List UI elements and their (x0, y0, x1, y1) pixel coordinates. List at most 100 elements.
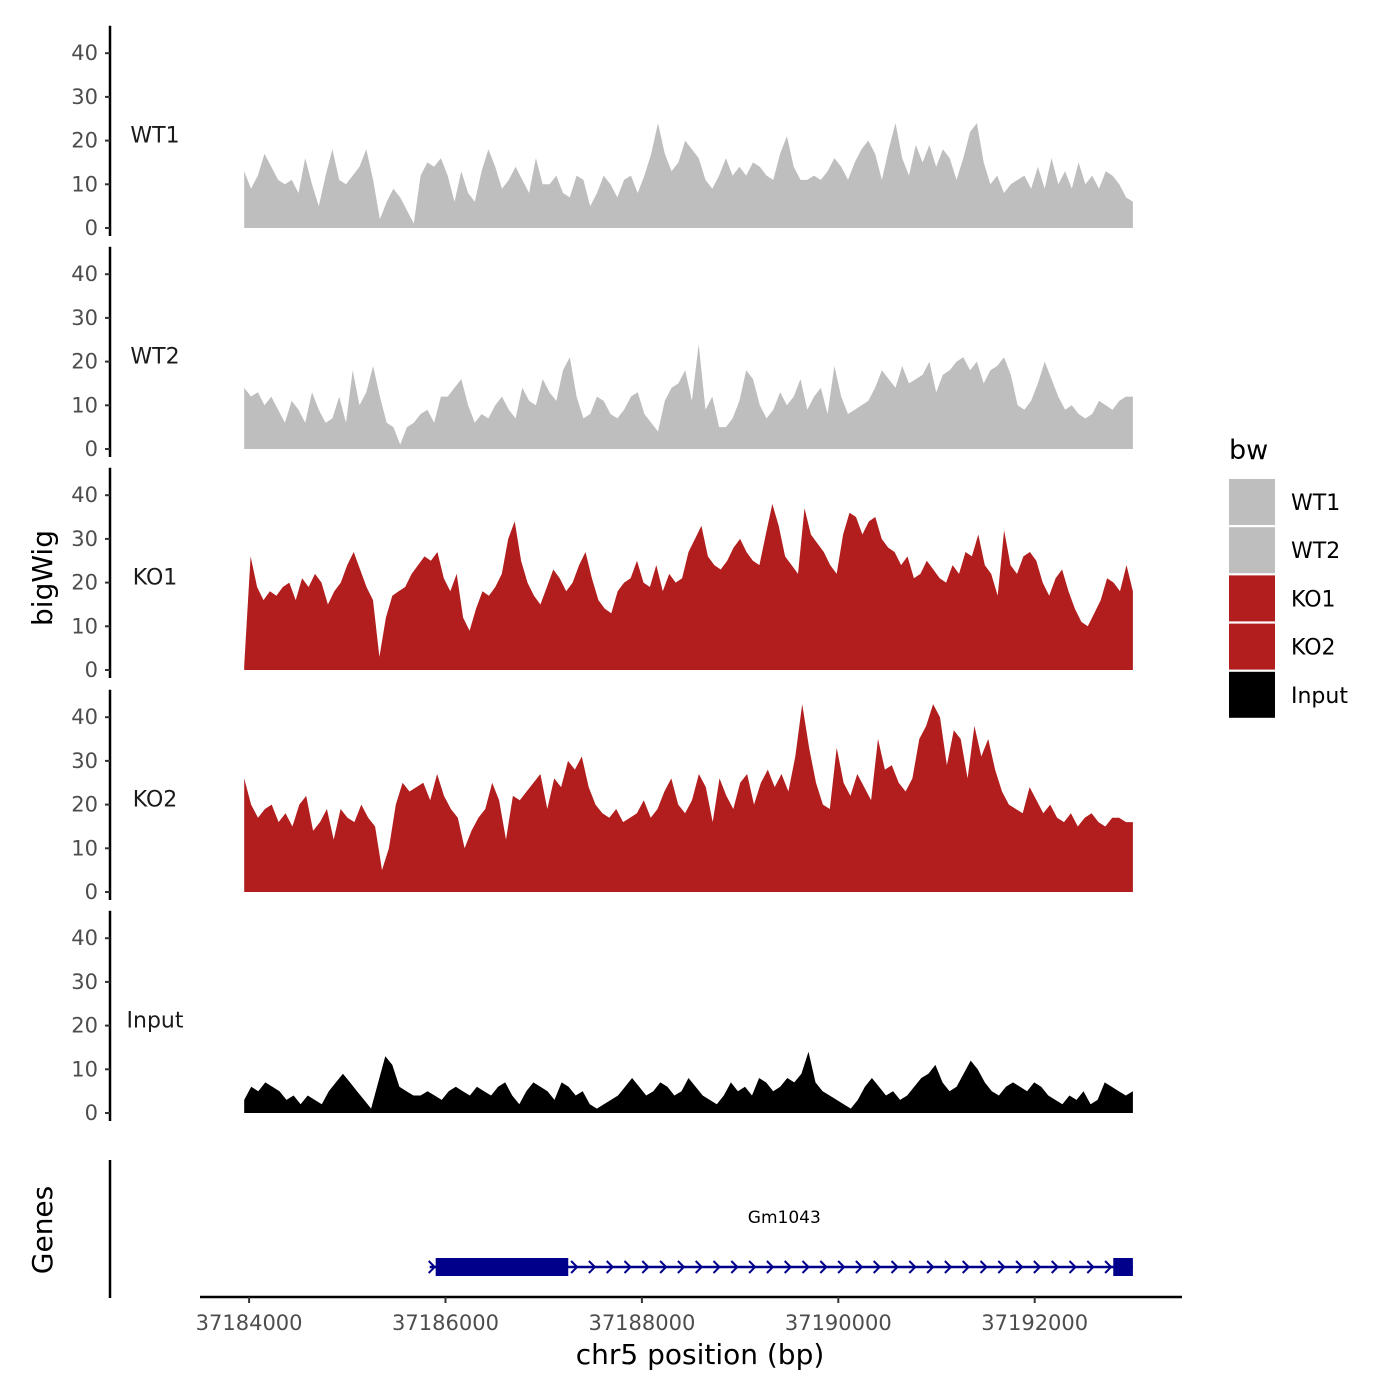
strand-arrow (623, 1260, 632, 1274)
y-tick-label: 10 (71, 1057, 98, 1081)
legend-entry-ko1: KO1 (1229, 575, 1336, 622)
track-ko2: 0 10 20 30 40 KO2 (71, 689, 1133, 904)
legend-entry-wt2: WT2 (1229, 527, 1340, 574)
y-tick-label: 30 (71, 85, 98, 109)
x-tick-label: 37192000 (981, 1311, 1088, 1335)
area-wt1 (244, 123, 1133, 228)
y-tick-label: 30 (71, 749, 98, 773)
track-ko1: 0 10 20 30 40 KO1 (71, 467, 1133, 682)
legend-swatch (1229, 479, 1275, 525)
x-axis: 37184000 37186000 37188000 37190000 37192000 (196, 1295, 1182, 1335)
strand-arrow (926, 1260, 935, 1274)
bigwig-tracks: 0 10 20 30 40 WT1 0 10 20 30 40 WT2 0 10 20 30 40 KO1 0 10 2… (71, 25, 1133, 1125)
y-tick-label: 20 (71, 350, 98, 374)
strand-arrow (1104, 1260, 1113, 1274)
x-tick-label: 37188000 (588, 1311, 695, 1335)
y-tick-label: 10 (71, 172, 98, 196)
y-tick-label: 20 (71, 1014, 98, 1038)
y-tick-label: 0 (85, 216, 98, 240)
y-tick-label: 20 (71, 129, 98, 153)
x-tick-label: 37184000 (196, 1311, 303, 1335)
strand-arrow (819, 1260, 828, 1274)
y-tick-label: 30 (71, 306, 98, 330)
strand-arrow (855, 1260, 864, 1274)
y-tick-label: 10 (71, 614, 98, 638)
strand-arrow (570, 1260, 579, 1274)
strand-arrow (748, 1260, 757, 1274)
strand-arrow (783, 1260, 793, 1274)
area-input (244, 1051, 1133, 1113)
strand-arrow (961, 1260, 971, 1274)
y-tick-label: 0 (85, 1101, 98, 1125)
strand-arrow (588, 1260, 597, 1274)
area-wt2 (244, 344, 1133, 449)
track-wt2: 0 10 20 30 40 WT2 (71, 246, 1133, 461)
strand-arrow (908, 1260, 917, 1274)
y-tick-label: 10 (71, 393, 98, 417)
legend-label: KO2 (1291, 636, 1336, 661)
y-tick-label: 40 (71, 705, 98, 729)
legend-label: WT2 (1291, 539, 1340, 564)
track-label-ko1: KO1 (133, 566, 178, 591)
legend-title: bw (1229, 435, 1268, 466)
track-label-ko2: KO2 (133, 788, 178, 813)
legend-swatch (1229, 671, 1275, 718)
legend-swatch (1229, 527, 1275, 574)
y-tick-label: 0 (85, 437, 98, 461)
strand-arrow (837, 1260, 846, 1274)
strand-arrow (712, 1260, 721, 1274)
strand-arrow (944, 1260, 953, 1274)
strand-arrow (997, 1260, 1006, 1274)
track-wt1: 0 10 20 30 40 WT1 (71, 25, 1133, 240)
strand-arrow (766, 1260, 775, 1274)
legend-entry-wt1: WT1 (1229, 479, 1340, 525)
y-tick-label: 0 (85, 880, 98, 904)
legend-entry-ko2: KO2 (1229, 623, 1336, 670)
strand-arrow (694, 1260, 704, 1274)
legend-label: WT1 (1291, 491, 1340, 516)
x-tick-label: 37186000 (392, 1311, 499, 1335)
strand-arrow (1015, 1260, 1024, 1274)
gene-label: Gm1043 (748, 1208, 821, 1228)
legend-swatch (1229, 623, 1275, 670)
x-axis-title: chr5 position (bp) (576, 1338, 825, 1371)
y-tick-label: 0 (85, 658, 98, 682)
strand-arrow (1033, 1260, 1042, 1274)
y-axis-title: bigWig (26, 530, 59, 626)
y-tick-label: 20 (71, 793, 98, 817)
x-tick-label: 37190000 (785, 1311, 892, 1335)
track-label-wt2: WT2 (130, 345, 179, 370)
gene-gm1043: Gm1043 (427, 1208, 1133, 1276)
strand-arrow (872, 1260, 882, 1274)
y-tick-label: 40 (71, 483, 98, 507)
track-label-input: Input (127, 1009, 184, 1034)
gene-exon (435, 1258, 569, 1276)
strand-arrow (730, 1260, 739, 1274)
strand-arrow (979, 1260, 988, 1274)
legend-label: KO1 (1291, 587, 1336, 612)
strand-arrow (659, 1260, 668, 1274)
gene-track: Gm1043 (108, 1160, 1133, 1298)
y-tick-label: 40 (71, 926, 98, 950)
legend-swatch (1229, 575, 1275, 622)
y-tick-label: 30 (71, 970, 98, 994)
track-label-wt1: WT1 (130, 124, 179, 149)
strand-arrow (605, 1260, 615, 1274)
strand-arrow (1050, 1260, 1060, 1274)
y-tick-label: 40 (71, 41, 98, 65)
gene-track-title: Genes (26, 1186, 59, 1274)
strand-arrow (890, 1260, 899, 1274)
y-tick-label: 40 (71, 262, 98, 286)
strand-arrow (801, 1260, 810, 1274)
legend-label: Input (1291, 684, 1348, 709)
strand-arrow (1086, 1260, 1095, 1274)
y-tick-label: 30 (71, 527, 98, 551)
strand-arrow (427, 1260, 437, 1274)
gene-exon (1113, 1258, 1133, 1276)
strand-arrow (1068, 1260, 1077, 1274)
legend: bw WT1 WT2 KO1 KO2 Input (1229, 435, 1348, 718)
strand-arrow (677, 1260, 686, 1274)
area-ko1 (244, 503, 1133, 670)
y-tick-label: 10 (71, 836, 98, 860)
